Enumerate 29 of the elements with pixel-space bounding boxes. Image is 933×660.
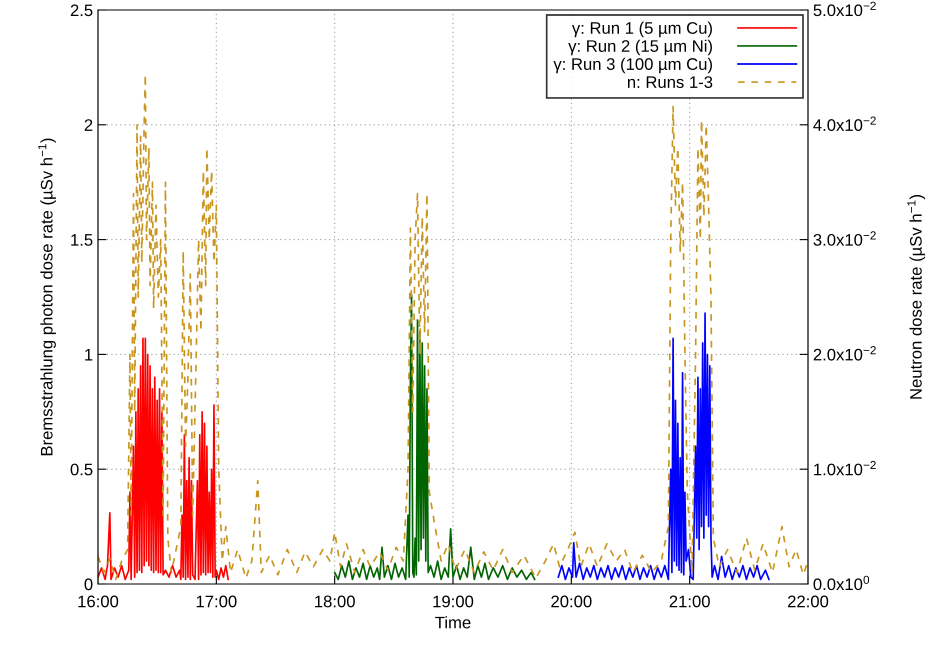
y2-tick-label: 5.0x10$^{−2}$ [814,2,876,16]
x-tick-label: 17:00 [196,596,237,608]
y-tick-label: 1 [85,348,92,360]
x-tick-label: 22:00 [788,596,828,608]
x-tick-label: 20:00 [551,596,592,608]
y2-tick-label: 0.0x10$^{0}$ [814,576,870,590]
y2-tick-label: 4.0x10$^{−2}$ [813,116,876,131]
x-tick-label: 16:00 [78,596,118,608]
y-tick-label: 1.5 [71,234,92,246]
y-tick-label: 0 [84,578,92,590]
legend-label: γ: Run 3 (100 µm Cu) [553,58,712,74]
x-tick-label: 18:00 [315,596,355,608]
legend-label: γ: Run 2 (15 µm Ni) [568,40,712,56]
y-axis-title: Bremsstrahlung photon dose rate (µSv h$^{−1}$) [38,138,56,456]
legend-label: γ: Run 1 (5 µm Cu) [572,22,712,38]
y2-axis-title: Neutron dose rate (µSv h$^{−1}$) [907,195,926,399]
y2-tick-label: 3.0x10$^{−2}$ [813,231,876,246]
y2-tick-label: 2.0x10$^{−2}$ [814,346,876,361]
y-tick-label: 0.5 [70,464,92,476]
line-series [98,337,229,580]
x-axis-title: Time [435,616,470,628]
x-tick-label: 21:00 [670,596,710,608]
x-tick-label: 19:00 [433,596,474,608]
line-series [557,312,770,580]
y2-tick-label: 1.0x10$^{−2}$ [814,460,876,476]
y-tick-label: 2 [84,119,92,131]
legend-label: n: Runs 1-3 [628,76,712,88]
y-tick-label: 2.5 [70,4,92,16]
line-series [334,294,536,580]
